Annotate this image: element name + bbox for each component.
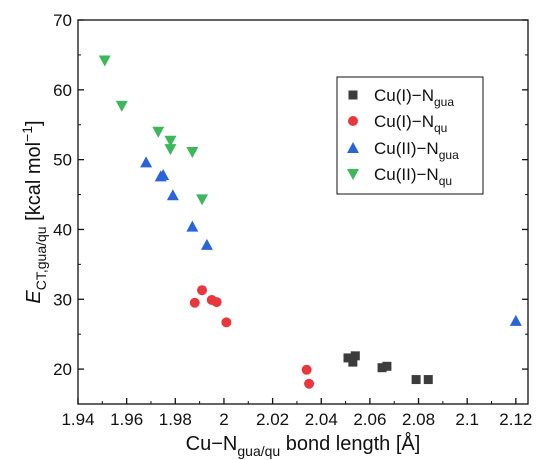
y-axis-title-superscript: −1	[19, 126, 35, 142]
x-tick-label: 2.1	[455, 410, 479, 429]
data-point-triangle-down	[196, 194, 209, 206]
legend: Cu(I)−Ngua Cu(I)−Nqu Cu(II)−Ngua Cu(II)−…	[336, 76, 484, 195]
y-tick-label: 50	[53, 151, 72, 170]
y-tick-label: 70	[53, 11, 72, 30]
x-tick-label: 1.96	[110, 410, 143, 429]
data-point-triangle-down	[115, 100, 128, 112]
legend-entry-cu1-ngua: Cu(I)−Ngua	[348, 86, 454, 109]
data-point-circle	[211, 297, 222, 308]
y-tick-label: 40	[53, 220, 72, 239]
legend-label-cu1-ngua: Cu(I)−Ngua	[374, 86, 454, 109]
legend-symbol-triangle-down	[347, 169, 359, 180]
data-point-circle	[304, 378, 315, 389]
legend-marker-triangle-up	[347, 142, 359, 153]
x-tick-label: 2.12	[499, 410, 532, 429]
data-point-square	[343, 353, 353, 363]
legend-symbol-circle	[348, 116, 358, 126]
data-point-triangle-up	[200, 238, 213, 250]
y-tick-label: 20	[53, 360, 72, 379]
legend-entry-cu1-nqu: Cu(I)−Nqu	[348, 112, 447, 135]
data-point-triangle-up	[509, 314, 522, 326]
data-point-circle	[301, 364, 312, 375]
y-axis-title-subscript: CT,gua/qu	[33, 226, 49, 290]
data-point-square	[382, 361, 392, 371]
data-points	[98, 55, 522, 389]
x-tick-label: 1.94	[61, 410, 94, 429]
data-point-square	[377, 363, 387, 373]
data-point-square	[348, 357, 358, 367]
x-tick-label: 2	[219, 410, 228, 429]
legend-label-cu2-ngua: Cu(II)−Ngua	[374, 139, 459, 162]
data-point-circle	[221, 317, 232, 328]
y-tick-label: 60	[53, 81, 72, 100]
legend-box	[336, 76, 484, 195]
x-axis-title-subscript: gua/qu	[237, 443, 280, 459]
data-point-square	[350, 351, 360, 361]
data-point-triangle-up	[140, 156, 153, 168]
y-axis-title: ECT,gua/qu [kcal mol−1]	[19, 120, 49, 303]
data-point-triangle-down	[152, 126, 165, 138]
legend-marker-circle	[348, 116, 358, 126]
legend-marker-square	[348, 90, 358, 100]
legend-entry-cu2-ngua: Cu(II)−Ngua	[347, 139, 459, 162]
legend-label-cu2-nqu: Cu(II)−Nqu	[374, 165, 452, 188]
legend-label-cu1-nqu: Cu(I)−Nqu	[374, 112, 447, 135]
data-point-square	[423, 375, 433, 385]
x-tick-label: 2.08	[402, 410, 435, 429]
axis-ticks	[77, 19, 528, 404]
data-point-circle	[197, 285, 208, 296]
plot-frame	[77, 19, 529, 405]
axis-tick-labels: 1.94 1.96 1.98 2 2.02 2.04 2.06 2.08 2.1 2.12 20 30…	[53, 11, 532, 429]
data-point-triangle-down	[186, 146, 199, 158]
x-tick-label: 1.98	[159, 410, 192, 429]
legend-symbol-triangle-up	[347, 142, 359, 153]
data-point-square	[411, 375, 421, 385]
legend-marker-triangle-down	[347, 169, 359, 180]
data-point-triangle-up	[186, 220, 199, 232]
data-point-triangle-down	[98, 55, 111, 67]
data-point-triangle-up	[157, 168, 170, 180]
data-point-circle	[189, 297, 200, 308]
x-tick-label: 2.06	[353, 410, 386, 429]
data-point-triangle-down	[164, 135, 177, 147]
y-tick-label: 30	[53, 290, 72, 309]
x-axis-title: Cu−Ngua/qu bond length [Å]	[186, 432, 421, 459]
legend-symbol-square	[348, 90, 358, 100]
x-tick-label: 2.02	[256, 410, 289, 429]
data-point-triangle-down	[164, 144, 177, 156]
legend-entry-cu2-nqu: Cu(II)−Nqu	[347, 165, 452, 188]
x-tick-label: 2.04	[305, 410, 338, 429]
data-point-triangle-up	[166, 189, 179, 201]
